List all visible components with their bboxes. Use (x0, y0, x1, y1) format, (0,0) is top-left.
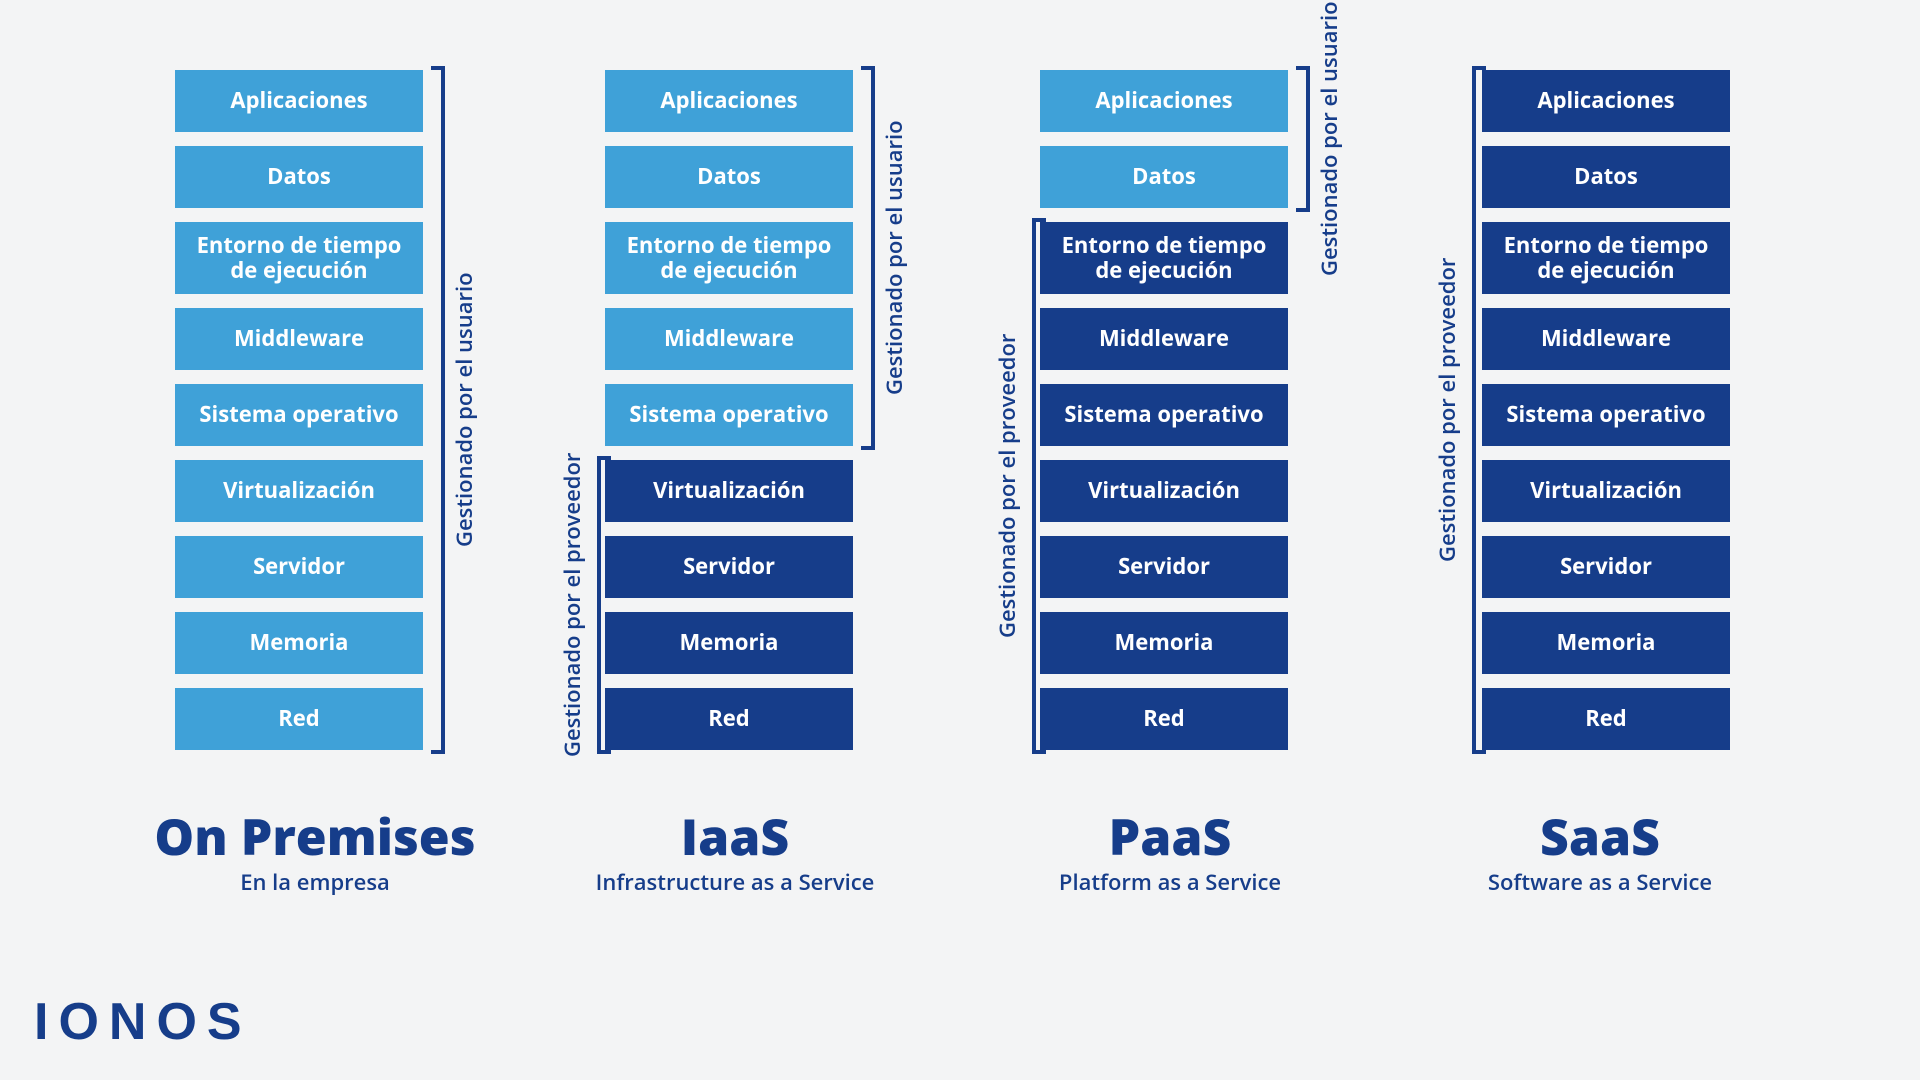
layer-1: Aplicaciones (1482, 70, 1730, 132)
diagram-canvas: Aplicaciones Datos Entorno de tiempo de ej… (0, 0, 1920, 1080)
layer-7: Servidor (1482, 536, 1730, 598)
bracket-user (1296, 66, 1310, 212)
layer-6: Virtualización (605, 460, 853, 522)
bracket-provider (597, 456, 611, 754)
layer-5: Sistema operativo (1040, 384, 1288, 446)
ionos-logo: IONOS (34, 992, 252, 1052)
column-title: SaaS (1430, 810, 1770, 863)
layer-8: Memoria (1482, 612, 1730, 674)
layer-stack: Aplicaciones Datos Entorno de tiempo de ej… (1040, 70, 1310, 750)
column-saas: Aplicaciones Datos Entorno de tiempo de ej… (1460, 70, 1740, 750)
layer-9: Red (1482, 688, 1730, 750)
layer-7: Servidor (1040, 536, 1288, 598)
bracket-user-label: Gestionado por el usuario (449, 250, 479, 570)
layer-9: Red (175, 688, 423, 750)
column-subtitle: Software as a Service (1430, 867, 1770, 897)
layer-8: Memoria (1040, 612, 1288, 674)
layer-2: Datos (1040, 146, 1288, 208)
layer-4: Middleware (1040, 308, 1288, 370)
column-title-block: IaaS Infrastructure as a Service (565, 810, 905, 897)
layer-1: Aplicaciones (1040, 70, 1288, 132)
bracket-provider (1472, 66, 1486, 754)
layer-4: Middleware (175, 308, 423, 370)
layer-2: Datos (175, 146, 423, 208)
column-subtitle: Platform as a Service (1000, 867, 1340, 897)
bracket-user (431, 66, 445, 754)
layer-8: Memoria (605, 612, 853, 674)
bracket-provider (1032, 218, 1046, 754)
layer-1: Aplicaciones (605, 70, 853, 132)
column-subtitle: En la empresa (145, 867, 485, 897)
layer-6: Virtualización (1040, 460, 1288, 522)
layer-6: Virtualización (1482, 460, 1730, 522)
layer-4: Middleware (605, 308, 853, 370)
bracket-user-label: Gestionado por el usuario (879, 98, 909, 418)
column-subtitle: Infrastructure as a Service (565, 867, 905, 897)
column-title: IaaS (565, 810, 905, 863)
bracket-provider-label: Gestionado por el proveedor (557, 435, 587, 775)
layer-6: Virtualización (175, 460, 423, 522)
column-iaas: Aplicaciones Datos Entorno de tiempo de ej… (595, 70, 875, 750)
bracket-user (861, 66, 875, 450)
bracket-provider-label: Gestionado por el proveedor (992, 316, 1022, 656)
column-title: PaaS (1000, 810, 1340, 863)
layer-7: Servidor (605, 536, 853, 598)
layer-3: Entorno de tiempo de ejecución (175, 222, 423, 294)
layer-8: Memoria (175, 612, 423, 674)
layer-9: Red (1040, 688, 1288, 750)
column-title-block: On Premises En la empresa (145, 810, 485, 897)
bracket-user-label: Gestionado por el usuario (1314, 0, 1344, 299)
layer-5: Sistema operativo (1482, 384, 1730, 446)
layer-3: Entorno de tiempo de ejecución (1482, 222, 1730, 294)
layer-5: Sistema operativo (175, 384, 423, 446)
layer-stack: Aplicaciones Datos Entorno de tiempo de ej… (175, 70, 455, 750)
layer-1: Aplicaciones (175, 70, 423, 132)
layer-stack: Aplicaciones Datos Entorno de tiempo de ej… (605, 70, 875, 750)
column-onprem: Aplicaciones Datos Entorno de tiempo de ej… (175, 70, 455, 750)
layer-stack: Aplicaciones Datos Entorno de tiempo de ej… (1482, 70, 1740, 750)
layer-2: Datos (1482, 146, 1730, 208)
layer-9: Red (605, 688, 853, 750)
layer-4: Middleware (1482, 308, 1730, 370)
column-paas: Aplicaciones Datos Entorno de tiempo de ej… (1030, 70, 1310, 750)
layer-3: Entorno de tiempo de ejecución (1040, 222, 1288, 294)
column-title: On Premises (145, 810, 485, 863)
layer-2: Datos (605, 146, 853, 208)
layer-5: Sistema operativo (605, 384, 853, 446)
bracket-provider-label: Gestionado por el proveedor (1432, 240, 1462, 580)
column-title-block: SaaS Software as a Service (1430, 810, 1770, 897)
layer-7: Servidor (175, 536, 423, 598)
column-title-block: PaaS Platform as a Service (1000, 810, 1340, 897)
layer-3: Entorno de tiempo de ejecución (605, 222, 853, 294)
